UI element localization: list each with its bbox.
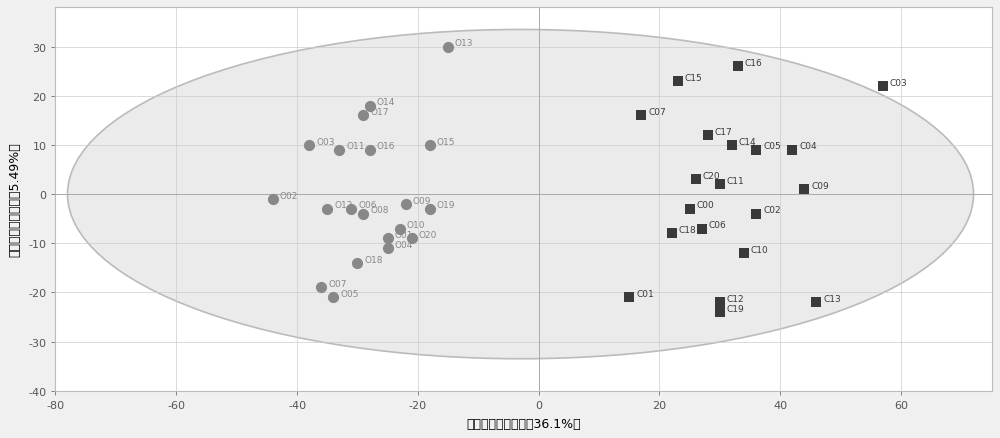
Text: C15: C15 (685, 74, 702, 82)
Text: C14: C14 (739, 137, 757, 146)
Point (404, 235, 420, 242)
Point (440, 44, 456, 51)
Point (796, 186, 812, 193)
Text: C07: C07 (648, 108, 666, 117)
X-axis label: 第一潜在变量得分（36.1%）: 第一潜在变量得分（36.1%） (466, 417, 581, 430)
Point (700, 132, 716, 139)
Point (392, 226, 408, 233)
Point (362, 103, 378, 110)
Text: O17: O17 (370, 108, 389, 117)
Point (380, 245, 396, 252)
Text: O07: O07 (328, 279, 347, 289)
Point (422, 206, 438, 213)
Text: O20: O20 (419, 230, 437, 240)
Point (748, 211, 764, 218)
Text: O12: O12 (334, 201, 353, 210)
Point (712, 299, 728, 306)
Text: O03: O03 (316, 137, 335, 146)
Y-axis label: 第二潜在变量得分（5.49%）: 第二潜在变量得分（5.49%） (8, 142, 21, 257)
Text: C16: C16 (745, 59, 763, 68)
Text: O14: O14 (376, 98, 395, 107)
Text: O01: O01 (395, 230, 413, 240)
Point (688, 177, 704, 184)
Text: O06: O06 (358, 201, 377, 210)
Point (422, 142, 438, 149)
Point (621, 294, 637, 301)
Text: C02: C02 (763, 206, 781, 215)
Point (730, 64, 746, 71)
Point (362, 147, 378, 154)
Text: C01: C01 (636, 289, 654, 298)
Point (633, 113, 649, 120)
Point (319, 206, 335, 213)
Point (349, 260, 365, 267)
Point (736, 250, 752, 257)
Point (398, 201, 414, 208)
Point (343, 206, 359, 213)
Text: C03: C03 (890, 78, 908, 88)
Point (682, 206, 698, 213)
Text: O18: O18 (364, 255, 383, 264)
Point (748, 147, 764, 154)
Text: C20: C20 (703, 172, 720, 180)
Text: C04: C04 (799, 142, 817, 151)
Text: C05: C05 (763, 142, 781, 151)
Text: C11: C11 (727, 177, 745, 185)
Text: C17: C17 (715, 127, 732, 136)
Point (301, 142, 317, 149)
Point (875, 83, 891, 90)
Text: O04: O04 (395, 240, 413, 249)
Point (265, 196, 281, 203)
Text: O10: O10 (407, 221, 425, 230)
Point (712, 309, 728, 316)
Point (724, 142, 740, 149)
Point (380, 235, 396, 242)
Text: O15: O15 (437, 137, 455, 146)
Text: C18: C18 (678, 226, 696, 234)
Point (355, 211, 371, 218)
Text: O19: O19 (437, 201, 455, 210)
Text: C12: C12 (727, 294, 744, 303)
Point (331, 147, 347, 154)
Text: O09: O09 (413, 196, 431, 205)
Text: C10: C10 (751, 245, 769, 254)
Text: C00: C00 (697, 201, 714, 210)
Ellipse shape (68, 30, 974, 359)
Text: C06: C06 (709, 221, 726, 230)
Text: O05: O05 (340, 289, 359, 298)
Text: O13: O13 (455, 39, 473, 48)
Point (355, 113, 371, 120)
Text: O02: O02 (280, 191, 298, 200)
Text: O16: O16 (376, 142, 395, 151)
Point (664, 230, 680, 237)
Text: O08: O08 (370, 206, 389, 215)
Point (784, 147, 800, 154)
Text: O11: O11 (346, 142, 365, 151)
Text: C09: C09 (811, 181, 829, 191)
Text: C19: C19 (727, 304, 745, 313)
Text: C13: C13 (823, 294, 841, 303)
Point (313, 284, 329, 291)
Point (694, 226, 710, 233)
Point (712, 181, 728, 188)
Point (670, 78, 686, 85)
Point (808, 299, 824, 306)
Point (325, 294, 341, 301)
